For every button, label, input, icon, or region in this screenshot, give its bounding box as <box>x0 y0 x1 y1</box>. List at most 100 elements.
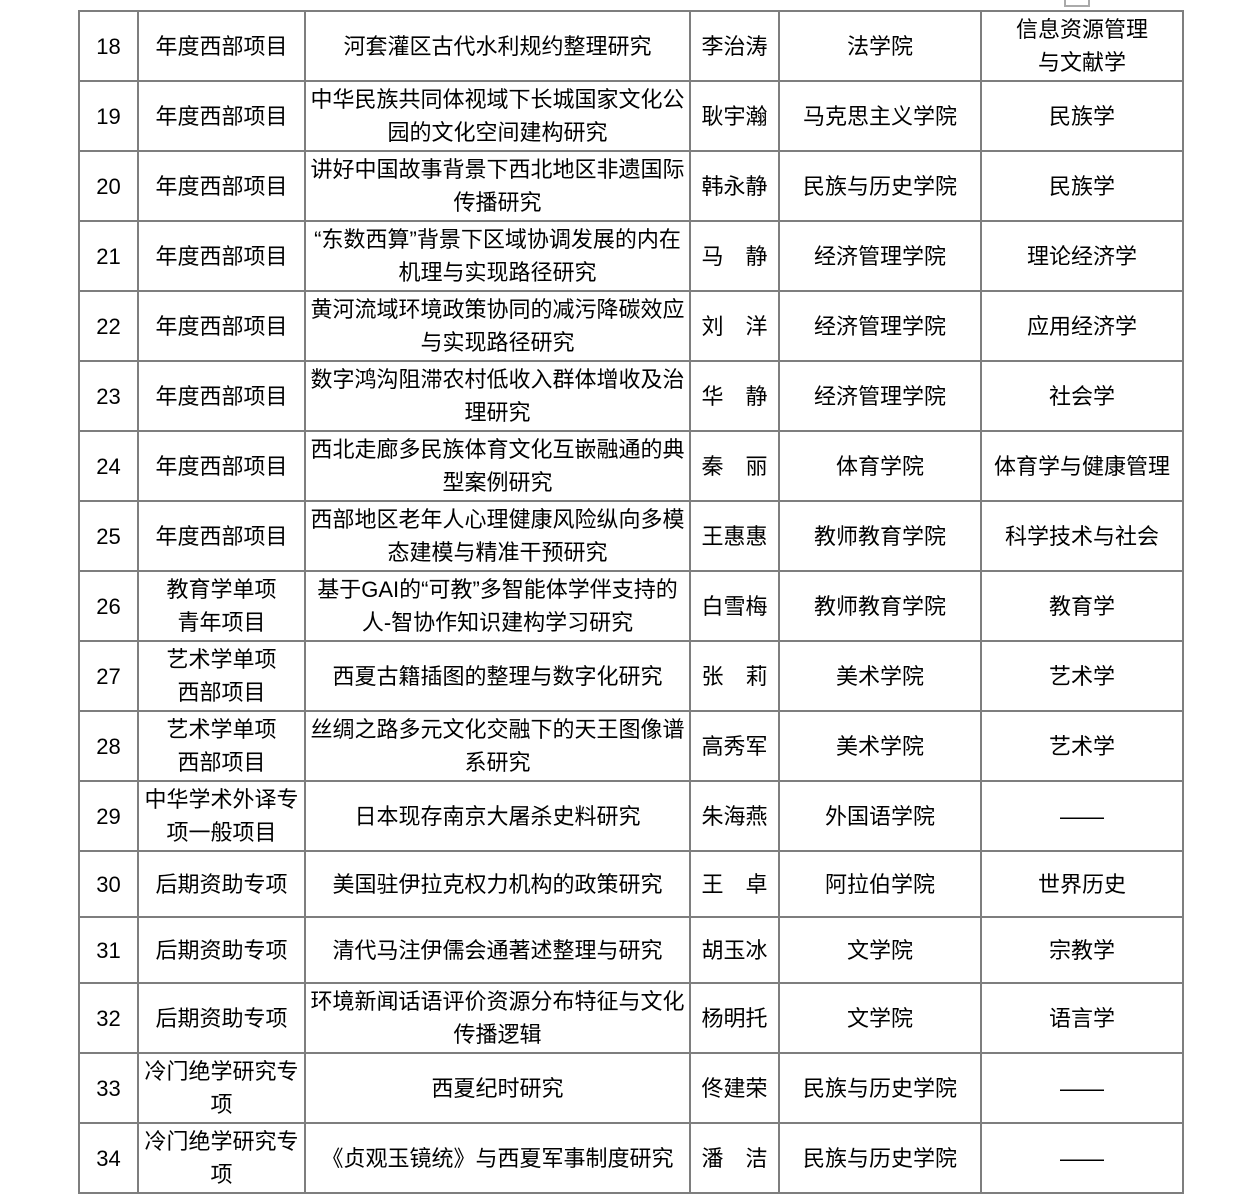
discipline-name: —— <box>980 1052 1184 1125</box>
table-row: 29 中华学术外译专项一般项目 日本现存南京大屠杀史料研究 朱海燕 外国语学院 —— <box>78 780 1184 852</box>
college-name: 教师教育学院 <box>778 500 982 572</box>
discipline-name: —— <box>980 1122 1184 1194</box>
project-type: 教育学单项 青年项目 <box>137 570 306 642</box>
leader-name: 潘 洁 <box>689 1122 780 1194</box>
project-type: 艺术学单项 西部项目 <box>137 640 306 712</box>
college-name: 法学院 <box>778 10 982 82</box>
project-title: 丝绸之路多元文化交融下的天王图像谱系研究 <box>304 710 691 782</box>
project-title: 基于GAI的“可教”多智能体学伴支持的人-智协作知识建构学习研究 <box>304 570 691 642</box>
table-row: 31 后期资助专项 清代马注伊儒会通著述整理与研究 胡玉冰 文学院 宗教学 <box>78 916 1184 985</box>
discipline-name: 体育学与健康管理 <box>980 430 1184 502</box>
discipline-name: —— <box>980 780 1184 852</box>
leader-name: 马 静 <box>689 220 780 292</box>
project-type: 后期资助专项 <box>137 982 306 1055</box>
table-row: 30 后期资助专项 美国驻伊拉克权力机构的政策研究王 卓阿拉伯学院 世界历史 <box>78 849 1184 919</box>
project-title: 黄河流域环境政策协同的减污降碳效应与实现路径研究 <box>304 290 691 362</box>
discipline-name: 信息资源管理 与文献学 <box>980 10 1184 82</box>
project-title: 河套灌区古代水利规约整理研究 <box>304 10 691 82</box>
discipline-name: 宗教学 <box>980 916 1184 985</box>
row-number: 31 <box>78 916 139 985</box>
table-row: 28 艺术学单项 西部项目 丝绸之路多元文化交融下的天王图像谱系研究 高秀军 美术学院艺… <box>78 710 1184 782</box>
project-type: 年度西部项目 <box>137 290 306 362</box>
table-row: 18 年度西部项目 河套灌区古代水利规约整理研究 李治涛 法学院 信息资源管理 与文献学 <box>78 10 1184 82</box>
college-name: 马克思主义学院 <box>778 80 982 152</box>
table-row: 26 教育学单项 青年项目 基于GAI的“可教”多智能体学伴支持的人-智协作知识建构… <box>78 570 1184 642</box>
project-type: 年度西部项目 <box>137 220 306 292</box>
row-number: 20 <box>78 150 139 222</box>
college-name: 经济管理学院 <box>778 360 982 432</box>
project-title: 数字鸿沟阻滞农村低收入群体增收及治理研究 <box>304 360 691 432</box>
discipline-name: 世界历史 <box>980 849 1184 919</box>
discipline-name: 艺术学 <box>980 640 1184 712</box>
leader-name: 华 静 <box>689 360 780 432</box>
cutoff-glyph-fragment <box>1064 0 1090 7</box>
project-title: 西夏古籍插图的整理与数字化研究 <box>304 640 691 712</box>
leader-name: 李治涛 <box>689 10 780 82</box>
college-name: 美术学院 <box>778 640 982 712</box>
college-name: 经济管理学院 <box>778 290 982 362</box>
leader-name: 韩永静 <box>689 150 780 222</box>
row-number: 32 <box>78 982 139 1055</box>
row-number: 27 <box>78 640 139 712</box>
college-name: 文学院 <box>778 982 982 1055</box>
college-name: 教师教育学院 <box>778 570 982 642</box>
project-type: 中华学术外译专项一般项目 <box>137 780 306 852</box>
discipline-name: 民族学 <box>980 80 1184 152</box>
project-title: 西夏纪时研究 <box>304 1052 691 1125</box>
table-row: 21 年度西部项目 “东数西算”背景下区域协调发展的内在机理与实现路径研究马 静经济… <box>78 220 1184 292</box>
discipline-name: 教育学 <box>980 570 1184 642</box>
table-row: 23 年度西部项目 数字鸿沟阻滞农村低收入群体增收及治理研究华 静经济管理学院 社会学 <box>78 360 1184 432</box>
project-title: 西部地区老年人心理健康风险纵向多模态建模与精准干预研究 <box>304 500 691 572</box>
college-name: 经济管理学院 <box>778 220 982 292</box>
row-number: 19 <box>78 80 139 152</box>
row-number: 28 <box>78 710 139 782</box>
project-type: 年度西部项目 <box>137 150 306 222</box>
leader-name: 杨明托 <box>689 982 780 1055</box>
discipline-name: 艺术学 <box>980 710 1184 782</box>
project-title: 日本现存南京大屠杀史料研究 <box>304 780 691 852</box>
leader-name: 朱海燕 <box>689 780 780 852</box>
row-number: 29 <box>78 780 139 852</box>
table-row: 32 后期资助专项 环境新闻话语评价资源分布特征与文化传播逻辑 杨明托 文学院 语言学 <box>78 982 1184 1055</box>
leader-name: 张 莉 <box>689 640 780 712</box>
table-row: 34 冷门绝学研究专项 《贞观玉镜统》与西夏军事制度研究潘 洁民族与历史学院 —— <box>78 1122 1184 1194</box>
table-row: 25 年度西部项目 西部地区老年人心理健康风险纵向多模态建模与精准干预研究 王惠惠 教师… <box>78 500 1184 572</box>
row-number: 23 <box>78 360 139 432</box>
discipline-name: 科学技术与社会 <box>980 500 1184 572</box>
project-title: 清代马注伊儒会通著述整理与研究 <box>304 916 691 985</box>
project-title: 美国驻伊拉克权力机构的政策研究 <box>304 849 691 919</box>
row-number: 34 <box>78 1122 139 1194</box>
table-row: 24 年度西部项目 西北走廊多民族体育文化互嵌融通的典型案例研究秦 丽体育学院 体育学… <box>78 430 1184 502</box>
discipline-name: 理论经济学 <box>980 220 1184 292</box>
row-number: 26 <box>78 570 139 642</box>
college-name: 美术学院 <box>778 710 982 782</box>
project-title: 中华民族共同体视域下长城国家文化公园的文化空间建构研究 <box>304 80 691 152</box>
leader-name: 高秀军 <box>689 710 780 782</box>
row-number: 24 <box>78 430 139 502</box>
leader-name: 胡玉冰 <box>689 916 780 985</box>
project-type: 年度西部项目 <box>137 500 306 572</box>
project-type: 年度西部项目 <box>137 80 306 152</box>
college-name: 民族与历史学院 <box>778 1122 982 1194</box>
project-title: 讲好中国故事背景下西北地区非遗国际传播研究 <box>304 150 691 222</box>
discipline-name: 应用经济学 <box>980 290 1184 362</box>
project-type: 年度西部项目 <box>137 10 306 82</box>
project-type: 年度西部项目 <box>137 430 306 502</box>
college-name: 外国语学院 <box>778 780 982 852</box>
leader-name: 王 卓 <box>689 849 780 919</box>
row-number: 21 <box>78 220 139 292</box>
table-body: 18 年度西部项目 河套灌区古代水利规约整理研究 李治涛 法学院 信息资源管理 与文献学 1… <box>78 10 1184 1194</box>
leader-name: 佟建荣 <box>689 1052 780 1125</box>
project-list-table-container: 18 年度西部项目 河套灌区古代水利规约整理研究 李治涛 法学院 信息资源管理 与文献学 1… <box>78 10 1184 1194</box>
project-type: 后期资助专项 <box>137 916 306 985</box>
college-name: 民族与历史学院 <box>778 150 982 222</box>
college-name: 文学院 <box>778 916 982 985</box>
college-name: 体育学院 <box>778 430 982 502</box>
project-type: 冷门绝学研究专项 <box>137 1052 306 1125</box>
row-number: 33 <box>78 1052 139 1125</box>
project-title: 西北走廊多民族体育文化互嵌融通的典型案例研究 <box>304 430 691 502</box>
discipline-name: 语言学 <box>980 982 1184 1055</box>
project-title: 环境新闻话语评价资源分布特征与文化传播逻辑 <box>304 982 691 1055</box>
leader-name: 白雪梅 <box>689 570 780 642</box>
project-type: 年度西部项目 <box>137 360 306 432</box>
